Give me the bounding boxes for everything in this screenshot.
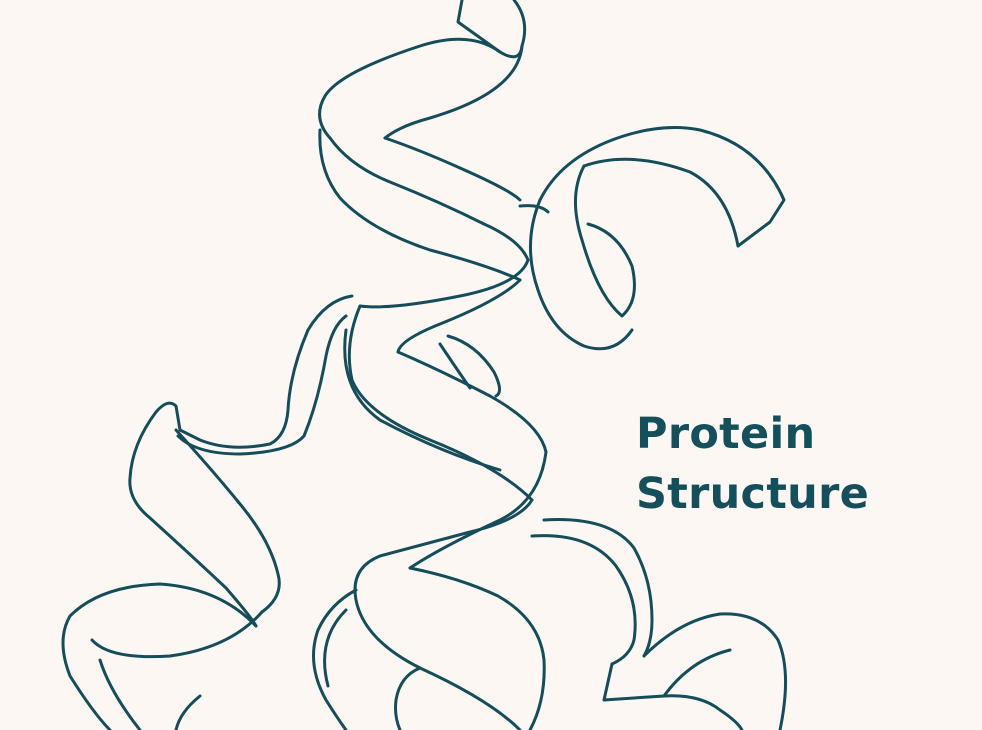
loop-bottom-right bbox=[530, 518, 787, 730]
helix-bottom-center bbox=[312, 450, 548, 730]
helix-top bbox=[318, 0, 530, 282]
loop-left bbox=[128, 294, 354, 628]
helix-bottom-left bbox=[61, 582, 264, 730]
helix-right-hook bbox=[518, 126, 786, 351]
helix-middle bbox=[343, 258, 548, 502]
page-title: Protein Structure bbox=[636, 404, 869, 524]
title-line-2: Structure bbox=[636, 469, 870, 519]
title-line-1: Protein bbox=[636, 409, 816, 459]
